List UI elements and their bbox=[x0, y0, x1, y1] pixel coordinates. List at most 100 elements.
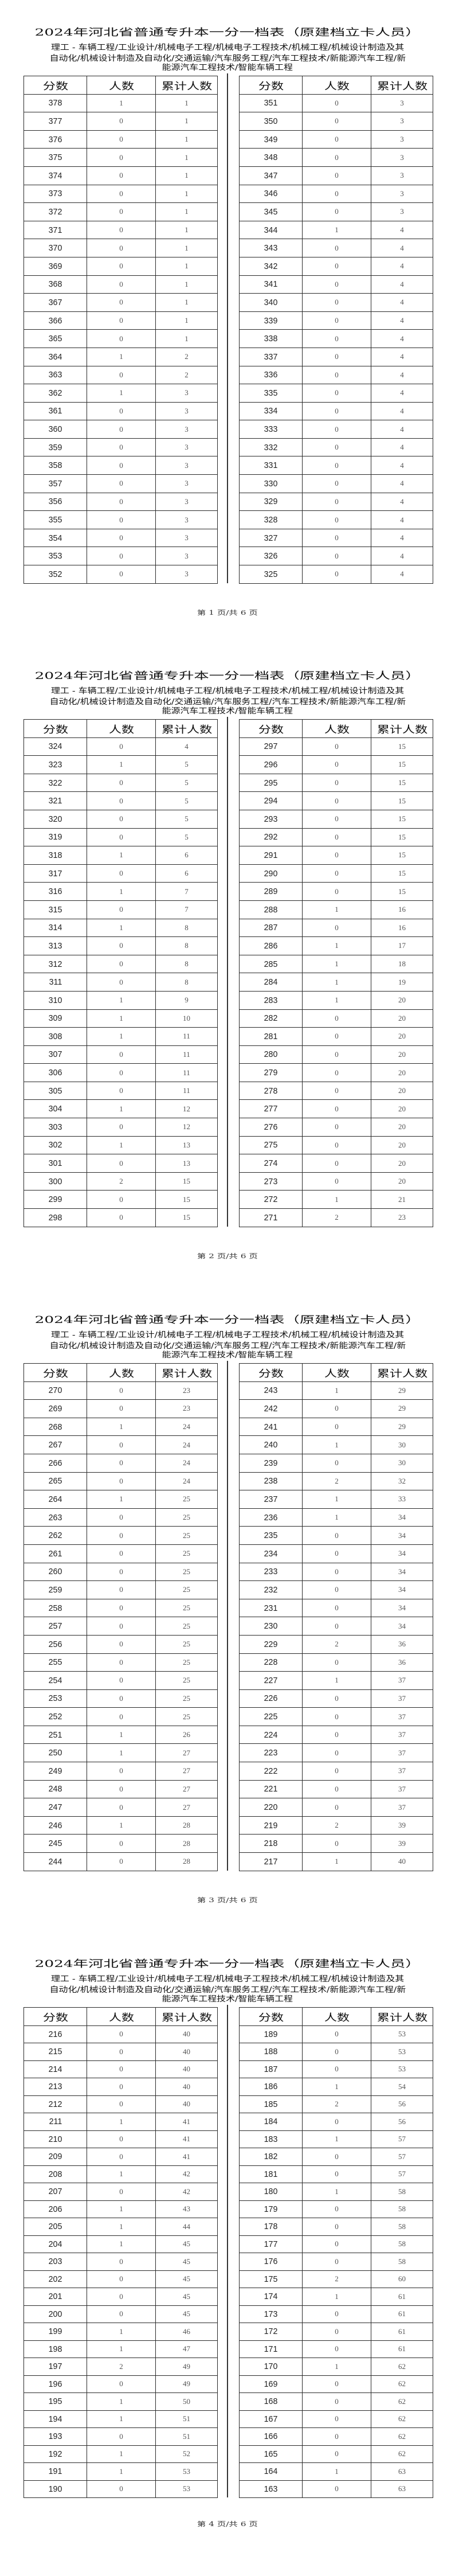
table-row: 192 1 52 bbox=[23, 2445, 218, 2464]
score-cell-text: 205 bbox=[48, 2222, 62, 2232]
cumulative-cell: 61 bbox=[371, 2288, 433, 2306]
score-cell-text: 211 bbox=[49, 2117, 62, 2127]
score-cell: 302 bbox=[23, 1135, 87, 1155]
score-cell-text: 332 bbox=[264, 442, 278, 452]
header-cumulative-text: 累计人数 bbox=[376, 2012, 427, 2024]
cumulative-cell: 16 bbox=[371, 918, 433, 938]
header-cumulative: 累计人数 bbox=[371, 719, 433, 738]
count-cell: 0 bbox=[302, 347, 371, 366]
table-row: 173 0 61 bbox=[239, 2305, 433, 2324]
score-cell: 269 bbox=[23, 1399, 87, 1418]
score-cell-text: 202 bbox=[48, 2274, 62, 2284]
score-cell: 273 bbox=[239, 1172, 303, 1191]
count-cell-text: 0 bbox=[119, 153, 123, 162]
table-row: 334 0 4 bbox=[239, 401, 433, 421]
cumulative-cell-text: 51 bbox=[183, 2414, 190, 2423]
score-cell-text: 291 bbox=[264, 850, 278, 860]
score-cell-text: 194 bbox=[48, 2414, 62, 2424]
cumulative-cell: 11 bbox=[155, 1027, 218, 1046]
count-cell: 0 bbox=[302, 864, 371, 883]
score-cell-text: 330 bbox=[264, 478, 278, 489]
cumulative-cell-text: 51 bbox=[183, 2431, 190, 2441]
score-cell: 371 bbox=[23, 220, 87, 240]
table-row: 314 1 8 bbox=[23, 918, 218, 938]
score-cell-text: 376 bbox=[48, 134, 62, 145]
cumulative-cell: 24 bbox=[155, 1453, 218, 1473]
page-title: 2024年河北省普通专升本一分一档表（原建档立卡人员） bbox=[0, 1958, 455, 1970]
count-cell-text: 0 bbox=[119, 135, 123, 144]
score-cell: 298 bbox=[23, 1208, 87, 1227]
table-row: 343 0 4 bbox=[239, 239, 433, 257]
score-cell: 285 bbox=[239, 954, 303, 974]
count-cell-text: 0 bbox=[119, 1603, 123, 1613]
table-row: 320 0 5 bbox=[23, 809, 218, 829]
cumulative-cell: 4 bbox=[371, 365, 433, 385]
cumulative-cell-text: 37 bbox=[398, 1712, 406, 1721]
cumulative-cell-text: 1 bbox=[185, 98, 189, 107]
count-cell: 0 bbox=[302, 2113, 371, 2131]
cumulative-cell-text: 43 bbox=[183, 2204, 190, 2214]
count-cell-text: 1 bbox=[335, 2134, 339, 2144]
cumulative-cell: 37 bbox=[371, 1762, 433, 1781]
cumulative-cell: 6 bbox=[155, 846, 218, 865]
table-row: 187 0 53 bbox=[239, 2060, 433, 2079]
count-cell-text: 0 bbox=[335, 1086, 339, 1095]
count-cell-text: 0 bbox=[119, 1385, 123, 1395]
score-cell-text: 253 bbox=[48, 1693, 62, 1704]
count-cell: 1 bbox=[87, 2340, 156, 2359]
table-row: 164 1 63 bbox=[239, 2462, 433, 2481]
score-cell-text: 340 bbox=[264, 297, 278, 307]
score-cell: 348 bbox=[239, 148, 303, 167]
cumulative-cell: 47 bbox=[155, 2340, 218, 2359]
cumulative-cell: 15 bbox=[371, 809, 433, 829]
cumulative-cell-text: 34 bbox=[398, 1567, 406, 1576]
cumulative-cell-text: 3 bbox=[185, 497, 189, 506]
cumulative-cell-text: 1 bbox=[185, 279, 189, 288]
count-cell: 1 bbox=[87, 2392, 156, 2411]
table-row: 211 1 41 bbox=[23, 2113, 218, 2131]
score-cell-text: 239 bbox=[264, 1458, 278, 1468]
count-cell-text: 0 bbox=[119, 2064, 123, 2074]
cumulative-cell-text: 4 bbox=[400, 479, 404, 488]
header-count-text: 人数 bbox=[108, 80, 134, 92]
score-cell: 297 bbox=[239, 737, 303, 756]
score-cell: 287 bbox=[239, 918, 303, 938]
cumulative-cell-text: 4 bbox=[400, 551, 404, 560]
score-cell-text: 288 bbox=[264, 904, 278, 915]
table-row: 282 0 20 bbox=[239, 1009, 433, 1028]
score-cell-text: 298 bbox=[48, 1212, 62, 1223]
count-cell-text: 0 bbox=[119, 261, 123, 271]
cumulative-cell-text: 37 bbox=[398, 1676, 406, 1685]
count-cell-text: 0 bbox=[335, 1693, 339, 1703]
score-cell: 305 bbox=[23, 1081, 87, 1100]
count-cell: 0 bbox=[302, 2305, 371, 2324]
count-cell-text: 0 bbox=[335, 551, 339, 560]
score-cell: 173 bbox=[239, 2305, 303, 2324]
score-cell-text: 347 bbox=[264, 170, 278, 181]
count-cell-text: 2 bbox=[335, 1476, 339, 1485]
score-cell-text: 195 bbox=[48, 2397, 62, 2407]
cumulative-cell-text: 21 bbox=[398, 1195, 406, 1204]
table-row: 359 0 3 bbox=[23, 438, 218, 457]
header-cumulative: 累计人数 bbox=[371, 1363, 433, 1382]
cumulative-cell: 51 bbox=[155, 2427, 218, 2446]
cumulative-cell: 1 bbox=[155, 275, 218, 294]
count-cell-text: 0 bbox=[335, 1567, 339, 1576]
cumulative-cell: 3 bbox=[155, 510, 218, 529]
count-cell-text: 2 bbox=[335, 2099, 339, 2109]
score-cell: 374 bbox=[23, 166, 87, 185]
count-cell: 0 bbox=[302, 755, 371, 774]
cumulative-cell: 20 bbox=[371, 1154, 433, 1173]
cumulative-cell: 15 bbox=[371, 737, 433, 756]
header-cumulative: 累计人数 bbox=[155, 76, 218, 95]
score-cell-text: 304 bbox=[48, 1104, 62, 1114]
count-cell-text: 0 bbox=[335, 1712, 339, 1721]
table-row: 169 0 62 bbox=[239, 2375, 433, 2394]
count-cell: 1 bbox=[302, 2288, 371, 2306]
score-cell-text: 331 bbox=[264, 460, 278, 471]
count-cell-text: 0 bbox=[119, 370, 123, 379]
table-row: 340 0 4 bbox=[239, 293, 433, 312]
score-cell: 350 bbox=[239, 112, 303, 131]
score-cell: 246 bbox=[23, 1816, 87, 1835]
score-cell-text: 327 bbox=[264, 533, 278, 543]
